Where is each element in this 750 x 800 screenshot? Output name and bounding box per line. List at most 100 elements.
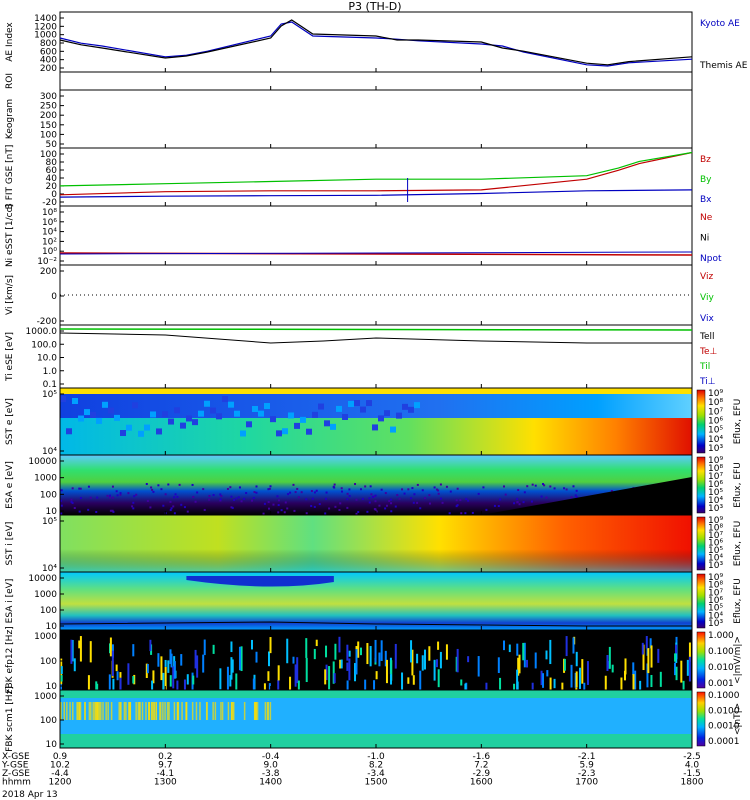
- fbk-e-pixel: [173, 661, 176, 679]
- fbk-e-pixel: [688, 642, 691, 662]
- esa-e-pixel: [70, 500, 73, 503]
- esa-e-pixel: [575, 489, 578, 492]
- fbk-b-pixel: [129, 702, 131, 720]
- fbk-e-pixel: [196, 655, 199, 678]
- sst-e-pixel: [108, 407, 114, 414]
- sst-e-pixel: [84, 409, 90, 416]
- esa-e-pixel: [497, 505, 500, 508]
- fbk-e-pixel: [421, 655, 424, 671]
- sst-e-pixel: [342, 413, 348, 420]
- fbk-b-pixel: [153, 702, 156, 720]
- ytick-label: 0.1: [43, 380, 57, 390]
- fbk-e-pixel: [378, 652, 381, 667]
- esa-e-pixel: [398, 497, 401, 500]
- esa-e-pixel: [229, 486, 232, 489]
- fbk-e-pixel: [78, 640, 81, 649]
- esa-e-pixel: [448, 512, 451, 515]
- esa-e-pixel: [119, 493, 122, 496]
- esa-e-pixel: [370, 493, 373, 496]
- fbk-e-pixel: [586, 661, 589, 685]
- esa-e-pixel: [173, 496, 176, 499]
- legend-npot: Npot: [700, 254, 722, 264]
- ytick-label: 10: [46, 682, 58, 692]
- fbk-e-pixel: [369, 645, 372, 667]
- esa-e-pixel: [354, 483, 357, 486]
- fbk-e-pixel: [235, 673, 238, 691]
- esa-e-pixel: [340, 490, 343, 493]
- fbk-b-pixel: [159, 702, 162, 720]
- esa-e-pixel: [359, 488, 362, 491]
- cbar-tick: 0.0001: [708, 737, 740, 747]
- esa-i-line: [59, 621, 692, 627]
- esa-e-pixel: [384, 492, 387, 495]
- fbk-b-pixel: [97, 702, 100, 720]
- fbk-b-pixel: [173, 702, 176, 720]
- legend-themis-ae: Themis AE: [699, 61, 748, 71]
- esa-e-pixel: [296, 487, 299, 490]
- fbk-e-pixel: [578, 667, 581, 689]
- sst-e-pixel: [402, 403, 408, 410]
- fbk-b-pixel: [123, 702, 126, 720]
- colorbar-fbk_b: [696, 691, 706, 747]
- esa-e-pixel: [78, 510, 81, 513]
- fbk-e-pixel: [70, 639, 73, 664]
- esa-e-pixel: [277, 511, 280, 514]
- fbk-e-pixel: [186, 674, 189, 685]
- esa-e-pixel: [255, 491, 258, 494]
- esa-e-pixel: [441, 501, 444, 504]
- esa-e-pixel: [467, 499, 470, 502]
- ytick-label: 200: [40, 111, 57, 121]
- fbk-b-pixel: [118, 702, 120, 720]
- fbk-e-pixel: [373, 680, 376, 698]
- fbk-e-pixel: [324, 669, 327, 685]
- esa-e-pixel: [412, 501, 415, 504]
- ytick-label: 10⁵: [42, 517, 57, 527]
- esa-e-pixel: [364, 485, 367, 488]
- sst-e-pixel: [198, 410, 204, 417]
- sst-e-pixel: [138, 430, 144, 437]
- esa-e-pixel: [518, 503, 521, 506]
- fbk-b-pixel: [256, 702, 259, 720]
- fbk-e-pixel: [374, 639, 377, 663]
- fbk-e-pixel: [313, 648, 316, 660]
- esa-e-pixel: [119, 492, 122, 495]
- xaxis-tick-label: 1800: [681, 778, 704, 788]
- ytick-label: 100: [40, 657, 57, 667]
- xaxis-row-label: Z-GSE: [2, 769, 30, 779]
- fbk-e-pixel: [390, 660, 393, 681]
- cbar-tick: 10⁹: [708, 456, 723, 466]
- xaxis-tick-label: -2.1: [578, 752, 596, 762]
- fbk-b-pixel: [205, 702, 208, 720]
- panel-frame: [59, 147, 693, 207]
- esa-e-pixel: [572, 485, 575, 488]
- esa-e-pixel: [277, 504, 280, 507]
- esa-e-pixel: [220, 495, 223, 498]
- fbk-e-pixel: [549, 677, 552, 700]
- date-label: 2018 Apr 13: [2, 790, 58, 800]
- ylabel-fbk_b: FBK scm1 [Hz]: [5, 686, 15, 752]
- cbar-tick: 0.001: [708, 679, 734, 689]
- esa-e-pixel: [231, 506, 234, 509]
- fbk-e-pixel: [292, 656, 295, 664]
- fbk-e-pixel: [305, 657, 308, 683]
- fbk-e-pixel: [650, 645, 653, 668]
- esa-e-pixel: [517, 489, 520, 492]
- fbk-e-pixel: [433, 659, 436, 681]
- fbk-e-pixel: [87, 675, 90, 691]
- fbk-b-pixel: [90, 702, 92, 720]
- sst-e-pixel: [408, 406, 414, 413]
- fbk-e-pixel: [132, 676, 135, 684]
- ytick-label: 250: [40, 102, 57, 112]
- esa-e-pixel: [502, 485, 505, 488]
- esa-e-pixel: [437, 489, 440, 492]
- fbk-e-pixel: [203, 639, 206, 656]
- fbk-e-pixel: [164, 659, 167, 667]
- fbk-e-pixel: [575, 680, 578, 697]
- fbk-e-pixel: [230, 657, 233, 680]
- fbk-e-pixel: [540, 670, 543, 686]
- esa-e-pixel: [310, 490, 313, 493]
- ytick-label: 0: [51, 292, 57, 302]
- fbk-e-pixel: [231, 659, 234, 673]
- esa-e-pixel: [390, 510, 393, 513]
- ylabel-b: B FIT GSE [nT]: [5, 145, 15, 210]
